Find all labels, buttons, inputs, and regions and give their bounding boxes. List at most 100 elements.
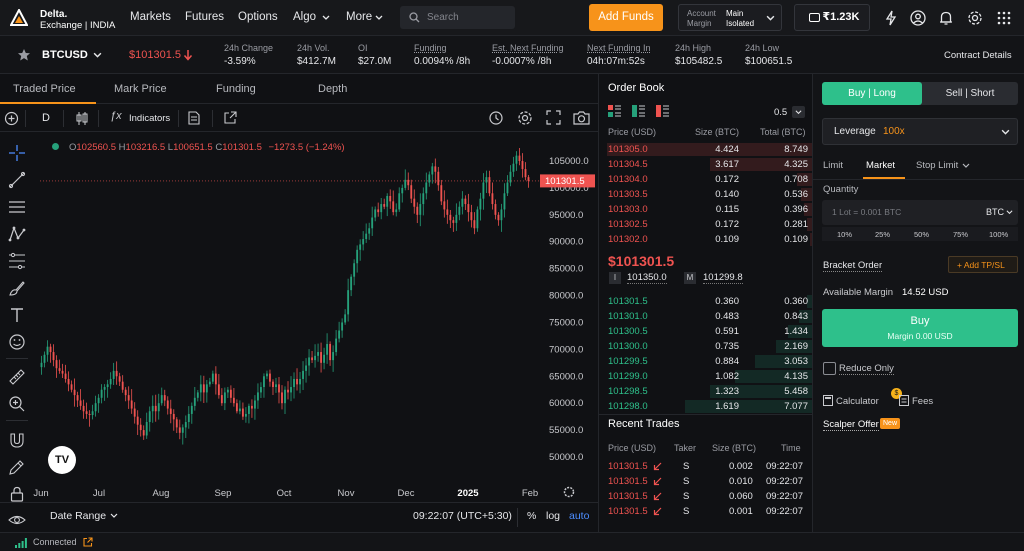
price-chart-svg[interactable]: 105000.0 100000.0 95000.0 90000.0 85000.0 800…: [0, 132, 598, 502]
add-funds-button[interactable]: Add Funds: [589, 4, 663, 31]
pencil-lock-icon[interactable]: [8, 458, 26, 476]
orderbook-row[interactable]: 101302.0 0.109 0.109: [599, 232, 813, 247]
orderbook-row[interactable]: 101301.5 0.360 0.360: [599, 294, 813, 309]
chart-time[interactable]: 09:22:07 (UTC+5:30): [413, 510, 512, 522]
delta-logo[interactable]: Delta. Exchange | INDIA: [10, 7, 130, 31]
add-tpsl-button[interactable]: + Add TP/SL: [948, 256, 1018, 273]
reduce-only-checkbox[interactable]: [823, 362, 836, 375]
nav-markets[interactable]: Markets: [130, 11, 171, 23]
indicators-icon[interactable]: ƒx: [110, 110, 122, 122]
candle-body: [238, 408, 241, 412]
camera-icon[interactable]: [573, 110, 590, 126]
book-both-icon[interactable]: [608, 105, 621, 117]
fib-icon[interactable]: [8, 252, 26, 270]
lock-icon[interactable]: [8, 485, 26, 503]
chevron-down-icon[interactable]: [93, 51, 102, 60]
ruler-icon[interactable]: [8, 368, 26, 386]
orderbook-row[interactable]: 101303.0 0.115 0.396: [599, 202, 813, 217]
auto-scale-toggle[interactable]: auto: [569, 510, 590, 522]
contract-details-link[interactable]: Contract Details: [944, 50, 1012, 61]
orderbook-row[interactable]: 101298.5 1.323 5.458: [599, 384, 813, 399]
orderbook-row[interactable]: 101300.5 0.591 1.434: [599, 324, 813, 339]
candle-type-icon[interactable]: [75, 111, 89, 126]
nav-algo[interactable]: Algo: [293, 11, 317, 23]
brush-icon[interactable]: [8, 279, 26, 297]
gear-icon[interactable]: [966, 9, 984, 27]
date-range-button[interactable]: Date Range: [50, 510, 107, 522]
tab-mark-price[interactable]: Mark Price: [114, 83, 167, 95]
book-asks-icon[interactable]: [656, 105, 669, 117]
template-icon[interactable]: [188, 111, 200, 125]
wallet-balance-button[interactable]: ₹1.23K: [794, 4, 870, 31]
settings-icon[interactable]: [517, 110, 533, 126]
candle-body: [154, 405, 157, 412]
lightning-icon[interactable]: [882, 9, 900, 27]
pct-75[interactable]: 75%: [953, 230, 969, 239]
price-chart[interactable]: 105000.0 100000.0 95000.0 90000.0 85000.0 800…: [0, 132, 598, 502]
fees-icon[interactable]: [899, 395, 909, 406]
pct-25[interactable]: 25%: [875, 230, 891, 239]
fees-link[interactable]: Fees: [912, 396, 934, 407]
nav-options[interactable]: Options: [238, 11, 278, 23]
external-link-icon[interactable]: [83, 537, 93, 547]
grid-menu-icon[interactable]: [995, 9, 1013, 27]
account-margin-selector[interactable]: Account Margin Main Isolated: [678, 4, 782, 31]
pct-10[interactable]: 10%: [837, 230, 853, 239]
scalper-offer-link[interactable]: Scalper Offer: [823, 419, 879, 431]
order-type-market[interactable]: Market: [866, 160, 896, 171]
tab-depth[interactable]: Depth: [318, 83, 348, 95]
buy-button[interactable]: Buy Margin 0.00 USD: [822, 309, 1018, 347]
buy-long-tab[interactable]: Buy | Long: [822, 82, 922, 105]
leverage-selector[interactable]: Leverage 100x: [822, 118, 1018, 145]
nav-more[interactable]: More: [346, 11, 373, 23]
orderbook-row[interactable]: 101301.0 0.483 0.843: [599, 309, 813, 324]
orderbook-row[interactable]: 101302.5 0.172 0.281: [599, 217, 813, 232]
calculator-link[interactable]: Calculator: [836, 396, 879, 407]
orderbook-row[interactable]: 101298.0 1.619 7.077: [599, 399, 813, 414]
tab-traded-price[interactable]: Traded Price: [13, 83, 76, 95]
add-icon[interactable]: [4, 111, 19, 126]
eye-icon[interactable]: [8, 511, 26, 529]
book-bids-icon[interactable]: [632, 105, 645, 117]
star-icon[interactable]: [17, 48, 31, 62]
orderbook-row[interactable]: 101303.5 0.140 0.536: [599, 187, 813, 202]
search-input[interactable]: Search: [400, 6, 515, 29]
indicators-button[interactable]: Indicators: [129, 113, 171, 124]
orderbook-row[interactable]: 101299.5 0.884 3.053: [599, 354, 813, 369]
trendline-icon[interactable]: [8, 171, 26, 189]
horizontal-lines-icon[interactable]: [8, 198, 26, 216]
orderbook-row[interactable]: 101300.0 0.735 2.169: [599, 339, 813, 354]
sell-short-tab[interactable]: Sell | Short: [945, 88, 995, 99]
pct-100[interactable]: 100%: [989, 230, 1009, 239]
calculator-icon[interactable]: [823, 395, 833, 406]
bell-icon[interactable]: [937, 9, 955, 27]
orderbook-row[interactable]: 101304.5 3.617 4.325: [599, 157, 813, 172]
fullscreen-icon[interactable]: [546, 110, 561, 125]
alert-clock-icon[interactable]: [488, 110, 504, 126]
user-icon[interactable]: [909, 9, 927, 27]
quantity-input[interactable]: 1 Lot = 0.001 BTC BTC: [822, 200, 1018, 225]
orderbook-row[interactable]: 101304.0 0.172 0.708: [599, 172, 813, 187]
tab-funding[interactable]: Funding: [216, 83, 256, 95]
interval-selector[interactable]: D: [42, 112, 50, 124]
quantity-unit-selector[interactable]: BTC: [986, 207, 1004, 217]
pct-50[interactable]: 50%: [914, 230, 930, 239]
pattern-icon[interactable]: [8, 225, 26, 243]
order-type-limit[interactable]: Limit: [823, 160, 844, 171]
precision-selector[interactable]: 0.5: [774, 107, 788, 118]
nav-futures[interactable]: Futures: [185, 11, 224, 23]
tradingview-logo[interactable]: TV: [48, 446, 76, 474]
popout-icon[interactable]: [224, 111, 237, 124]
text-tool-icon[interactable]: [8, 306, 26, 324]
orderbook-row[interactable]: 101299.0 1.082 4.135: [599, 369, 813, 384]
symbol-selector[interactable]: BTCUSD: [42, 49, 88, 61]
percent-scale-toggle[interactable]: %: [527, 510, 537, 522]
magnet-icon[interactable]: [8, 431, 26, 449]
orderbook-row[interactable]: 101305.0 4.424 8.749: [599, 142, 813, 157]
zoom-in-icon[interactable]: [8, 395, 26, 413]
emoji-icon[interactable]: [8, 333, 26, 351]
crosshair-icon[interactable]: [8, 144, 26, 162]
log-scale-toggle[interactable]: log: [546, 510, 561, 522]
order-type-stop-limit[interactable]: Stop Limit: [916, 160, 959, 171]
precision-dropdown[interactable]: [792, 106, 805, 118]
